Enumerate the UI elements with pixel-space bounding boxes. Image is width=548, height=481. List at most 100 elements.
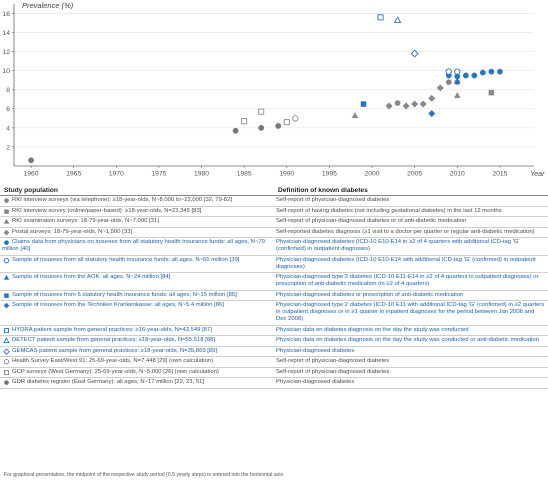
study-population-text: Sample of insurees from the AOK: all age… xyxy=(12,274,171,280)
series-rki_online xyxy=(488,89,495,96)
study-population-cell: HYDRA patient sample from general practi… xyxy=(0,325,274,336)
y-tick-label: 12 xyxy=(2,49,10,56)
y-tick-label: 4 xyxy=(6,125,10,132)
data-point xyxy=(351,112,359,119)
data-point xyxy=(453,77,461,84)
y-tick-label: 10 xyxy=(2,68,10,75)
legend-marker-icon xyxy=(2,347,12,355)
data-point xyxy=(393,16,402,24)
series-tk xyxy=(428,110,436,118)
series-gemcas xyxy=(410,49,419,58)
legend-header-row: Study population Definition of known dia… xyxy=(0,181,548,196)
legend-row: Sample of insurees from the Techniker Kr… xyxy=(0,300,548,326)
legend-marker-icon xyxy=(2,218,12,225)
data-point xyxy=(258,124,265,131)
definition-cell: Physician-diagnosed diabetes (ICD-10 E10… xyxy=(274,255,548,273)
x-tick-label: 1980 xyxy=(194,171,209,178)
x-tick-label: 1985 xyxy=(237,171,252,178)
series-gdr xyxy=(28,123,282,164)
legend-row: Sample of insurees from all statutory he… xyxy=(0,255,548,273)
study-population-cell: RKI examination surveys: 18-79-year-olds… xyxy=(0,216,274,228)
chart-axes xyxy=(12,4,534,168)
study-population-cell: Sample of insurees from all statutory he… xyxy=(0,255,274,273)
legend-row: Postal surveys: 18-79-year-olds, N~1,500… xyxy=(0,227,548,238)
chart-data-points xyxy=(28,14,503,164)
y-tick-label: 14 xyxy=(2,30,10,37)
legend-marker-icon xyxy=(2,208,12,215)
x-tick-label: 2005 xyxy=(407,171,422,178)
x-tick-label: 1970 xyxy=(109,171,124,178)
y-tick-label: 16 xyxy=(2,11,10,18)
prevalence-chart: 2 4 6 8 10 12 14 16 1960 1965 1970 1975 1980 1985 1990… xyxy=(2,1,545,178)
legend-row: Health Survey East/West 91: 25-69-year-o… xyxy=(0,356,548,368)
study-population-text: Sample of insurees from all statutory he… xyxy=(12,256,240,263)
legend-marker-icon xyxy=(2,197,12,204)
y-tick-label: 6 xyxy=(6,106,10,113)
study-population-cell: Sample of insurees from the Techniker Kr… xyxy=(0,300,274,326)
study-population-header: Study population xyxy=(0,181,274,196)
definition-cell: Physician-diagnosed diabetes or prescrip… xyxy=(274,290,548,301)
definition-cell: Physician data on diabetes diagnosis on … xyxy=(274,325,548,336)
series-rki_tel xyxy=(394,79,461,107)
definition-cell: Physician-diagnosed diabetes (ICD-10 E10… xyxy=(274,237,548,256)
legend-marker-icon xyxy=(2,337,12,344)
data-point xyxy=(497,68,503,75)
chart-grid xyxy=(14,13,534,148)
legend-marker-icon xyxy=(2,327,12,334)
study-population-text: GDR diabetes register (East Germany): al… xyxy=(12,379,205,385)
study-population-text: HYDRA patient sample from general practi… xyxy=(12,326,212,333)
data-point xyxy=(232,127,239,134)
data-point xyxy=(479,69,486,76)
legend-marker-icon xyxy=(2,239,12,246)
legend-row: Sample of insurees from 6 statutory heal… xyxy=(0,290,548,301)
data-point xyxy=(385,102,393,110)
data-point xyxy=(453,92,461,99)
study-population-cell: Sample of insurees from 6 statutory heal… xyxy=(0,290,274,301)
study-population-text: Postal surveys: 18-79-year-olds, N~1,500… xyxy=(12,228,133,235)
data-point xyxy=(454,68,461,75)
definition-cell: Self-report of physician-diagnosed diabe… xyxy=(274,367,548,378)
y-tick-label: 8 xyxy=(6,87,10,94)
legend-row: GDR diabetes register (East Germany): al… xyxy=(0,377,548,389)
series-gcp xyxy=(241,108,290,126)
data-point xyxy=(428,94,436,102)
study-population-cell: Claims data from physicians on insurees … xyxy=(0,237,274,256)
study-population-cell: GDR diabetes register (East Germany): al… xyxy=(0,377,274,389)
x-tick-label: 2010 xyxy=(450,171,465,178)
definition-cell: Self-report of physician-diagnosed diabe… xyxy=(274,195,548,207)
study-population-text: GCP surveys (West Germany): 25-69-year-o… xyxy=(12,368,219,375)
legend-row: GEMCAS patient sample from general pract… xyxy=(0,346,548,357)
series-sample_all xyxy=(445,68,461,75)
legend-marker-icon xyxy=(2,274,12,281)
legend-row: GCP surveys (West Germany): 25-69-year-o… xyxy=(0,367,548,378)
definition-cell: Physician-diagnosed diabetes xyxy=(274,377,548,389)
chart-tick-labels: 2 4 6 8 10 12 14 16 1960 1965 1970 1975 1980 1985 1990… xyxy=(2,11,507,178)
legend-marker-icon xyxy=(2,257,12,264)
study-population-cell: GCP surveys (West Germany): 25-69-year-o… xyxy=(0,367,274,378)
legend-marker-icon xyxy=(2,379,12,386)
data-point xyxy=(275,123,282,129)
legend-row: Sample of insurees from the AOK: all age… xyxy=(0,272,548,291)
series-rki_exam xyxy=(351,92,461,119)
legend-row: RKI examination surveys: 18-79-year-olds… xyxy=(0,216,548,228)
data-point xyxy=(428,110,436,118)
study-population-text: GEMCAS patient sample from general pract… xyxy=(12,347,218,354)
study-population-cell: Sample of insurees from the AOK: all age… xyxy=(0,272,274,291)
data-point xyxy=(488,89,495,96)
data-point xyxy=(410,49,419,58)
study-population-text: RKI interview survey (online/paper-based… xyxy=(12,207,202,214)
data-point xyxy=(394,100,401,107)
series-detect xyxy=(393,16,402,24)
definition-cell: Self-report of having diabetes (not incl… xyxy=(274,206,548,217)
legend-marker-icon xyxy=(2,229,12,236)
data-point xyxy=(419,100,427,108)
study-population-text: Health Survey East/West 91: 25-69-year-o… xyxy=(12,358,214,364)
chart-footnote: For graphical presentation, the midpoint… xyxy=(4,472,285,478)
series-six_funds xyxy=(360,101,367,107)
x-axis-label: Year xyxy=(530,171,545,178)
data-point xyxy=(445,68,452,75)
data-point xyxy=(411,100,419,108)
study-population-cell: Postal surveys: 18-79-year-olds, N~1,500… xyxy=(0,227,274,238)
study-population-cell: GEMCAS patient sample from general pract… xyxy=(0,346,274,357)
study-population-text: Claims data from physicians on insurees … xyxy=(2,239,265,252)
